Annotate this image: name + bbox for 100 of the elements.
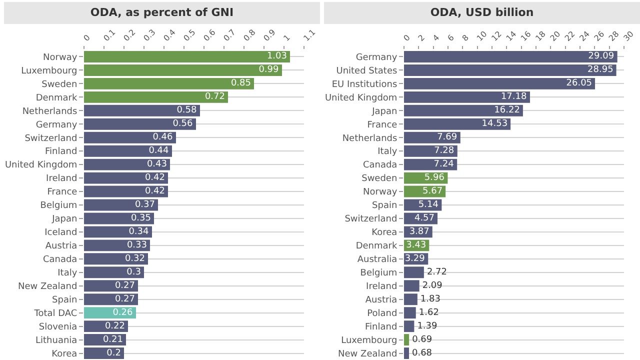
x-tick-label: 10	[475, 29, 489, 44]
x-tick-label: 1.1	[302, 28, 318, 44]
data-label: 16.22	[494, 106, 520, 116]
y-tick-label: Sweden	[42, 80, 78, 90]
data-label: 1.03	[266, 52, 287, 62]
data-label: 2.72	[426, 267, 447, 278]
x-tick-label: 0.6	[202, 28, 218, 44]
y-tick-label: EU Institutions	[332, 80, 398, 90]
chart-title: ODA, USD billion	[324, 2, 640, 24]
y-tick-label: Denmark	[36, 93, 78, 104]
data-label: 1.83	[420, 294, 440, 304]
y-tick-label: Total DAC	[33, 308, 78, 319]
y-tick-label: Ireland	[366, 282, 398, 292]
data-label: 7.24	[434, 160, 454, 170]
data-label: 4.57	[414, 213, 435, 224]
data-label: 7.69	[437, 132, 458, 143]
y-tick-label: Iceland	[44, 228, 78, 238]
data-label: 28.95	[588, 65, 614, 76]
x-tick-label: 0.1	[102, 28, 118, 44]
data-label: 0.56	[172, 119, 193, 130]
x-tick-label: 14	[504, 29, 518, 44]
y-tick-label: United Kingdom	[4, 160, 78, 171]
y-tick-label: Japan	[371, 106, 398, 117]
x-tick-label: 18	[534, 29, 548, 44]
data-label: 5.14	[418, 200, 439, 210]
y-tick-label: Australia	[357, 255, 398, 266]
data-label: 1.62	[418, 308, 439, 318]
y-tick-label: Austria	[365, 296, 398, 306]
data-label: 0.35	[130, 213, 151, 224]
chart-title: ODA, as percent of GNI	[4, 2, 320, 24]
data-label: 1.39	[417, 321, 438, 332]
data-label: 0.46	[152, 132, 173, 143]
y-tick-label: Japan	[51, 214, 78, 225]
data-label: 3.43	[406, 240, 426, 250]
y-tick-label: Belgium	[40, 201, 78, 212]
x-tick-label: 16	[519, 29, 533, 44]
y-tick-label: New Zealand	[338, 349, 398, 360]
data-label: 3.29	[404, 254, 426, 264]
x-tick-label: 4	[431, 33, 442, 44]
x-tick-label: 0	[402, 33, 412, 44]
x-tick-label: 1	[282, 33, 292, 44]
x-tick-label: 0.2	[122, 28, 138, 44]
data-label: 0.26	[112, 308, 133, 318]
data-label: 5.67	[422, 186, 443, 197]
x-tick-label: 0	[82, 33, 92, 44]
data-label: 0.27	[114, 294, 135, 304]
x-tick-label: 28	[607, 29, 621, 44]
y-tick-label: Sweden	[362, 174, 398, 184]
data-label: 2.09	[422, 280, 443, 291]
x-tick-label: 30	[622, 29, 636, 44]
x-tick-label: 20	[548, 29, 562, 44]
y-tick-label: Italy	[58, 268, 78, 279]
y-tick-label: Spain	[372, 201, 398, 212]
y-tick-label: France	[47, 188, 78, 198]
x-tick-label: 22	[563, 29, 577, 44]
x-tick-label: 0.9	[262, 28, 278, 44]
y-tick-label: Korea	[372, 228, 398, 238]
y-tick-label: Switzerland	[344, 214, 398, 225]
data-label: 0.44	[148, 146, 169, 156]
y-tick-label: Germany	[356, 52, 398, 63]
y-tick-label: Canada	[42, 255, 78, 266]
y-tick-label: Slovenia	[38, 322, 78, 332]
y-tick-label: United States	[336, 66, 398, 76]
data-label: 0.69	[412, 334, 432, 345]
y-tick-label: Poland	[367, 308, 398, 319]
y-tick-label: Korea	[52, 349, 78, 360]
y-tick-label: Luxembourg	[21, 66, 78, 76]
data-label: 0.85	[230, 78, 251, 89]
data-label: 0.37	[134, 200, 155, 210]
data-label: 0.42	[144, 186, 165, 197]
data-label: 0.99	[258, 65, 279, 76]
y-tick-label: Switzerland	[24, 134, 78, 144]
x-tick-label: 6	[446, 33, 456, 44]
x-tick-label: 12	[490, 29, 504, 44]
x-tick-label: 26	[592, 29, 606, 44]
data-label: 5.96	[424, 173, 445, 184]
y-tick-label: Finland	[365, 322, 398, 332]
x-tick-label: 0.5	[182, 28, 198, 44]
y-tick-label: Netherlands	[342, 134, 398, 144]
y-tick-label: Finland	[45, 147, 78, 158]
data-label: 17.18	[500, 92, 527, 102]
y-tick-label: Ireland	[46, 174, 78, 184]
data-label: 0.2	[106, 348, 121, 358]
data-label: 0.43	[146, 160, 167, 170]
x-tick-label: 24	[578, 29, 592, 44]
data-label: 0.33	[126, 240, 147, 250]
x-tick-label: 0.8	[242, 28, 258, 44]
y-tick-label: Netherlands	[22, 106, 78, 117]
data-label: 0.21	[102, 334, 123, 345]
y-tick-label: France	[367, 120, 398, 130]
y-tick-label: Italy	[378, 147, 398, 158]
data-label: 26.05	[566, 78, 592, 89]
y-tick-label: Luxembourg	[341, 336, 398, 346]
x-tick-label: 0.3	[142, 28, 158, 44]
y-tick-label: Canada	[362, 160, 398, 171]
data-label: 0.68	[412, 348, 432, 358]
data-label: 0.58	[176, 106, 197, 116]
data-label: 0.72	[204, 92, 225, 102]
y-tick-label: Spain	[52, 296, 78, 306]
data-label: 0.3	[126, 267, 141, 278]
